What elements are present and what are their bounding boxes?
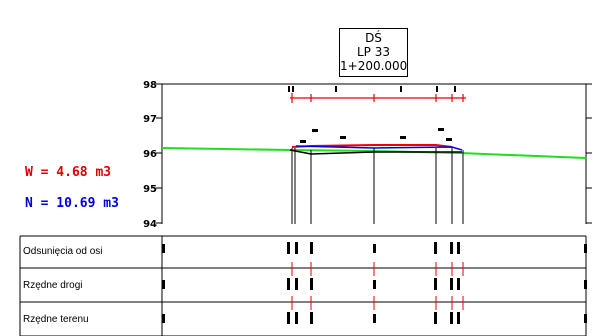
table-column-marks (291, 262, 464, 310)
dimension-line (290, 93, 466, 103)
row-label-road-levels: Rzędne drogi (23, 280, 83, 291)
tick-label-98: 98 (143, 80, 157, 91)
table-grid (19, 235, 587, 336)
section-title-box: DŚ LP 33 1+200.000 (339, 28, 408, 77)
tick-label-94: 94 (143, 219, 157, 230)
drop-lines (291, 148, 464, 224)
left-axis-ticks (156, 83, 162, 224)
volume-n-label: N = 10.69 m3 (25, 196, 119, 211)
axis-line (295, 145, 463, 151)
table-value-marks (162, 242, 587, 324)
dimension-marks (288, 86, 456, 92)
tick-label-97: 97 (143, 114, 157, 125)
volume-w-label: W = 4.68 m3 (25, 165, 112, 180)
section-id: LP 33 (356, 45, 390, 59)
section-chainage: 1+200.000 (340, 59, 408, 73)
row-label-offsets: Odsunięcia od osi (23, 246, 103, 257)
tick-label-96: 96 (143, 149, 157, 160)
row-label-terrain-levels: Rzędne terenu (23, 314, 89, 325)
tick-label-95: 95 (143, 184, 157, 195)
level-labels (300, 128, 452, 143)
section-type: DŚ (365, 31, 382, 45)
